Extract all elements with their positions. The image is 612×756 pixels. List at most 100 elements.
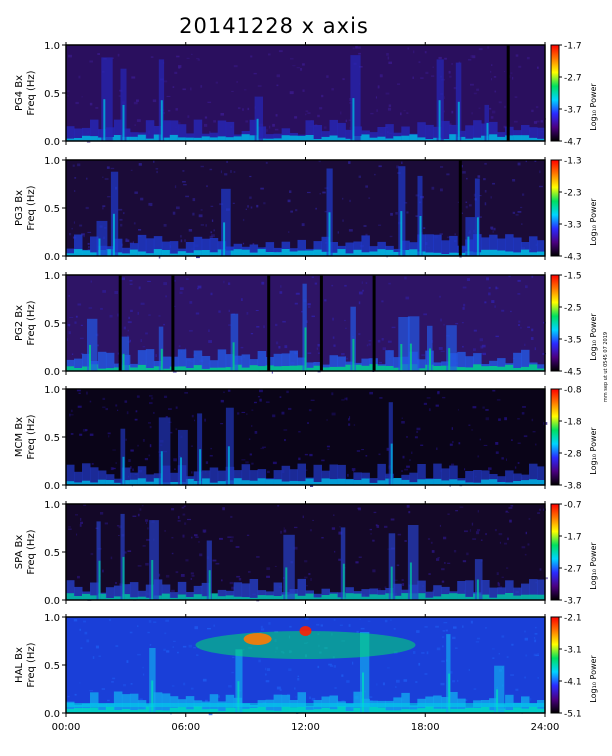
noise-speck [204,123,208,127]
low-frequency-band [385,124,394,141]
low-frequency-band [257,351,267,371]
noise-speck [301,310,303,313]
low-frequency-band [249,579,259,600]
noise-speck [352,47,355,50]
low-frequency-peak [313,709,322,713]
noise-speck [495,442,499,445]
noise-speck [341,674,344,677]
noise-speck [488,286,491,289]
noise-speck [249,453,252,456]
low-frequency-peak [273,710,283,713]
noise-speck [356,450,361,452]
noise-speck [400,112,402,116]
noise-speck [454,647,458,649]
low-frequency-band [297,239,306,256]
noise-speck [130,466,132,469]
low-frequency-peak [161,368,171,371]
power-burst [101,57,113,141]
low-frequency-peak [273,138,283,141]
noise-speck [381,300,384,303]
low-frequency-peak [74,708,83,713]
noise-speck [197,288,199,290]
noise-speck [248,571,251,573]
power-burst-core [180,457,182,485]
low-frequency-band [153,126,163,141]
noise-speck [289,190,292,193]
noise-speck [436,558,440,561]
noise-speck [499,541,501,544]
noise-speck [479,338,483,342]
noise-speck [327,448,330,450]
low-frequency-peak [145,368,155,371]
noise-speck [177,520,181,522]
low-frequency-peak [241,249,251,256]
low-frequency-band [217,701,227,713]
noise-speck [224,173,228,176]
noise-speck [136,99,139,102]
low-frequency-peak [82,250,91,256]
noise-speck [421,354,426,356]
noise-speck [79,433,83,436]
noise-speck [510,674,514,676]
low-frequency-band [489,360,498,371]
noise-speck [514,466,517,469]
low-frequency-peak [361,596,370,600]
low-frequency-band [66,701,75,713]
low-frequency-band [449,465,458,485]
low-frequency-band [353,472,362,485]
noise-speck [229,581,234,585]
low-frequency-band [329,464,338,485]
low-frequency-band [209,360,219,371]
noise-speck [115,462,117,464]
noise-speck [86,177,88,180]
noise-speck [289,91,294,95]
low-frequency-peak [489,710,498,713]
low-frequency-band [225,354,235,371]
noise-speck [148,422,151,424]
power-burst-core [438,100,441,141]
low-frequency-peak [393,710,402,713]
low-frequency-band [113,363,123,371]
noise-speck [74,693,77,696]
low-frequency-band [185,242,195,256]
y-tick-label: 1.0 [44,271,60,282]
noise-speck [484,202,487,206]
noise-speck [277,504,280,507]
noise-speck [465,201,468,203]
noise-speck [280,530,283,534]
noise-speck [138,229,142,231]
noise-speck [311,276,314,278]
low-frequency-peak [489,366,498,371]
noise-speck [471,112,473,115]
noise-speck [180,235,182,238]
low-frequency-peak [161,250,171,256]
noise-speck [107,699,110,702]
noise-speck [268,53,271,56]
noise-speck [308,573,311,576]
noise-speck [517,279,521,282]
low-frequency-band [313,464,322,485]
low-frequency-band [361,235,370,256]
noise-speck [148,314,151,316]
noise-speck [482,406,485,409]
low-frequency-band [409,472,418,485]
y-axis-label-frequency: Freq (Hz) [26,642,37,687]
low-frequency-peak [369,137,378,141]
noise-speck [88,307,93,309]
low-frequency-peak [521,708,530,713]
colorbar-tick-label: -1.5 [564,272,582,282]
noise-speck [116,525,120,527]
power-burst-core [448,348,451,371]
noise-speck [136,395,140,398]
low-frequency-band [393,583,402,600]
noise-speck [305,617,309,620]
noise-speck [134,124,136,126]
noise-speck [101,688,105,690]
low-frequency-band [169,241,179,256]
noise-speck [376,588,381,591]
noise-speck [346,680,350,683]
noise-speck [137,653,141,656]
noise-speck [451,427,453,430]
low-frequency-peak [481,479,490,485]
noise-speck [504,542,507,545]
